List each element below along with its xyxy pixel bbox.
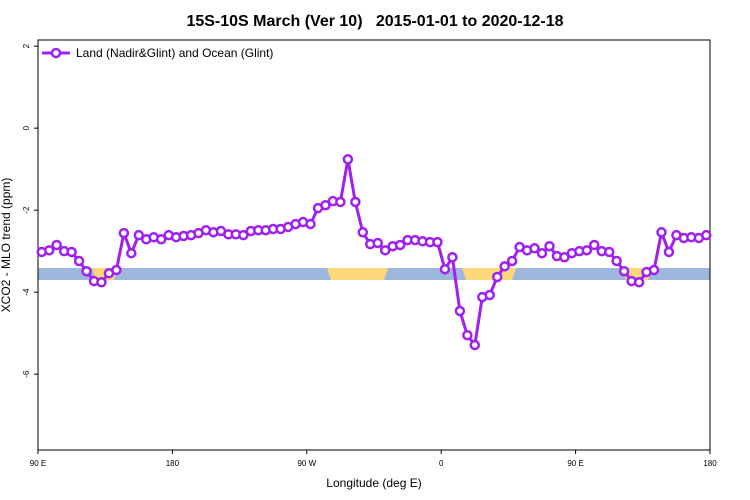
plot-frame: [37, 39, 711, 451]
data-point: [663, 246, 675, 258]
data-point: [342, 154, 354, 165]
legend-label: Land (Nadir&Glint) and Ocean (Glint): [76, 46, 273, 60]
x-tick-label: 180: [703, 459, 717, 468]
data-point: [305, 218, 316, 230]
x-tick-label: 180: [166, 459, 180, 468]
data-point: [603, 246, 615, 258]
data-point: [611, 255, 622, 267]
legend: Land (Nadir&Glint) and Ocean (Glint): [42, 46, 273, 60]
y-tick-label: 0: [22, 125, 31, 130]
data-point: [469, 339, 481, 351]
data-point: [491, 271, 503, 283]
y-tick-label: 2: [22, 43, 31, 48]
x-tick-label: 90 E: [567, 459, 583, 468]
chart-title: 15S-10S March (Ver 10) 2015-01-01 to 202…: [186, 13, 563, 30]
data-point: [335, 196, 346, 208]
data-point: [656, 227, 667, 238]
data-point: [379, 245, 391, 256]
x-tick-label: 90 W: [297, 459, 316, 468]
data-point: [238, 229, 249, 241]
land-ocean-strip: [38, 268, 710, 280]
data-point: [81, 265, 92, 277]
land-band: [327, 268, 388, 280]
data-point: [357, 227, 369, 238]
data-point: [589, 239, 600, 251]
data-point: [96, 277, 107, 288]
data-point: [320, 199, 331, 211]
data-point: [536, 247, 548, 259]
x-tick-label: 0: [439, 459, 444, 468]
y-tick-label: -4: [22, 288, 31, 296]
data-point: [506, 255, 518, 267]
data-point: [462, 329, 473, 341]
x-axis-label: Longitude (deg E): [326, 476, 421, 490]
data-point: [118, 227, 130, 239]
legend-marker: [50, 47, 62, 59]
data-point: [126, 247, 137, 259]
data-point: [701, 229, 712, 241]
data-point: [633, 277, 645, 288]
data-point: [432, 236, 443, 248]
data-point: [544, 240, 555, 252]
data-point: [559, 252, 570, 263]
data-point: [439, 263, 451, 275]
data-point: [43, 245, 55, 256]
y-axis-label: XCO2 - MLO trend (ppm): [0, 178, 13, 313]
data-point: [447, 252, 458, 263]
y-tick-label: -2: [22, 206, 31, 214]
y-tick-label: -6: [22, 370, 31, 378]
data-point: [394, 239, 406, 251]
data-point: [581, 245, 593, 256]
data-point: [372, 237, 383, 249]
data-point: [529, 243, 540, 254]
data-point: [133, 229, 145, 241]
data-point: [484, 289, 495, 301]
data-point: [648, 264, 660, 276]
data-point: [454, 305, 466, 317]
data-point: [499, 261, 510, 272]
data-point: [111, 264, 122, 276]
data-point: [618, 265, 630, 277]
data-point: [350, 196, 361, 208]
data-point: [155, 234, 167, 245]
data-point: [66, 246, 77, 258]
x-tick-label: 90 E: [30, 459, 46, 468]
data-point: [73, 255, 85, 267]
data-point: [51, 239, 62, 251]
